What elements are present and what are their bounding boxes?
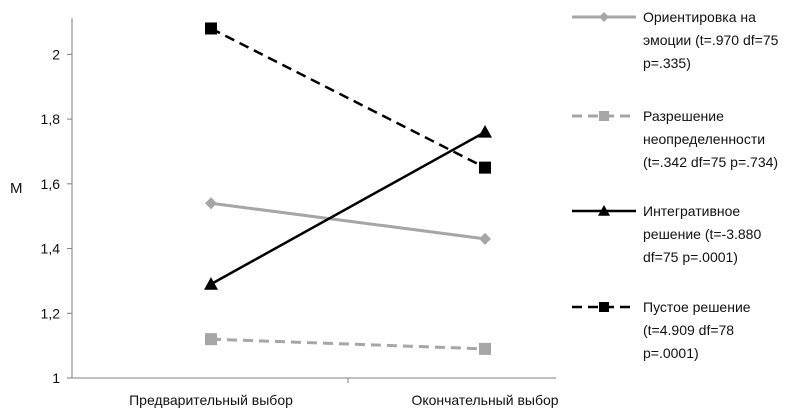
data-point-1-2 bbox=[479, 232, 491, 245]
y-tick-label: 1,4 bbox=[41, 241, 61, 257]
chart-axes bbox=[71, 18, 556, 379]
legend-label-3: решение (t=-3.880 bbox=[643, 226, 761, 242]
data-point-4-1 bbox=[205, 22, 217, 35]
legend-label-1: p=.335) bbox=[643, 55, 691, 71]
data-point-1-1 bbox=[205, 197, 217, 210]
chart-legend: Ориентировка на эмоции (t=.970 df=75 p=.33… bbox=[572, 9, 779, 361]
data-point-2-2 bbox=[479, 342, 491, 355]
legend-marker-1 bbox=[599, 12, 609, 22]
legend-marker-2 bbox=[599, 111, 609, 121]
y-axis-label: M bbox=[10, 180, 23, 197]
series-line-3 bbox=[210, 130, 486, 286]
data-point-4-2 bbox=[479, 161, 491, 174]
legend-label-3: df=75 p=.0001) bbox=[643, 249, 738, 265]
data-point-3-2 bbox=[478, 125, 492, 138]
legend-label-2: Разрешение bbox=[643, 108, 724, 124]
y-tick-label: 1 bbox=[52, 370, 60, 386]
legend-marker-3 bbox=[598, 205, 610, 216]
y-tick-label: 2 bbox=[52, 46, 60, 62]
legend-label-4: Пустое решение bbox=[643, 299, 751, 315]
x-axis-ticks: Предварительный выбор Окончательный выбор bbox=[129, 378, 559, 408]
legend-label-1: эмоции (t=.970 df=75 bbox=[643, 32, 779, 48]
legend-label-1: Ориентировка на bbox=[643, 9, 756, 25]
chart-series bbox=[204, 22, 492, 355]
y-tick-label: 1,8 bbox=[41, 111, 61, 127]
legend-label-3: Интегративное bbox=[643, 203, 740, 219]
series-line-2 bbox=[210, 337, 486, 351]
series-line-4 bbox=[210, 27, 486, 169]
x-tick-label: Окончательный выбор bbox=[411, 392, 558, 408]
data-point-3-1 bbox=[204, 277, 218, 290]
y-axis-ticks: 1 1,2 1,4 1,6 1,8 2 bbox=[41, 46, 72, 386]
y-tick-label: 1,2 bbox=[41, 305, 61, 321]
legend-label-4: (t=4.909 df=78 bbox=[643, 322, 734, 338]
y-tick-label: 1,6 bbox=[41, 176, 61, 192]
series-line-1 bbox=[210, 201, 486, 241]
legend-marker-4 bbox=[599, 302, 609, 312]
legend-label-2: (t=.342 df=75 p=.734) bbox=[643, 154, 778, 170]
x-tick-label: Предварительный выбор bbox=[129, 392, 293, 408]
data-point-2-1 bbox=[205, 333, 217, 346]
legend-label-2: неопределенности bbox=[643, 131, 765, 147]
legend-label-4: p=.0001) bbox=[643, 345, 699, 361]
